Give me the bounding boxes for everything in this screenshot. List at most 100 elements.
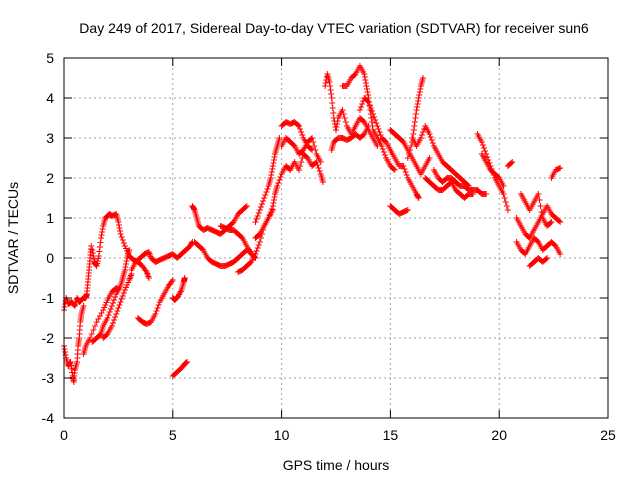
data-point [412, 115, 419, 121]
x-axis-label: GPS time / hours [283, 457, 390, 473]
y-axis-label: SDTVAR / TECUs [5, 182, 21, 294]
data-point [368, 119, 375, 125]
data-point [375, 126, 382, 132]
data-point [243, 203, 250, 209]
data-point [411, 123, 418, 129]
data-point [191, 206, 198, 212]
data-point [152, 311, 159, 317]
data-point [111, 297, 118, 303]
data-point [536, 197, 543, 203]
data-point [416, 92, 423, 98]
y-tick-label: 5 [46, 50, 54, 66]
data-point [391, 167, 398, 173]
data-point [373, 120, 380, 126]
data-point [340, 111, 347, 117]
data-point [415, 98, 422, 104]
data-point [255, 242, 262, 248]
data-point [307, 146, 314, 152]
data-point [368, 115, 375, 121]
data-point [68, 366, 75, 372]
data-point [508, 160, 515, 166]
data-point [117, 299, 124, 305]
data-point [500, 183, 507, 189]
data-point [253, 216, 260, 222]
data-point [271, 194, 278, 200]
data-point [334, 118, 341, 124]
data-point [420, 129, 427, 135]
data-point [479, 142, 486, 148]
data-point [261, 195, 268, 201]
data-point [105, 312, 112, 318]
data-point [117, 228, 124, 234]
data-point [408, 143, 415, 149]
data-point [400, 163, 407, 169]
data-point [87, 335, 94, 341]
data-point [112, 294, 119, 300]
data-point [502, 199, 509, 205]
data-point [322, 80, 329, 86]
data-point [266, 212, 273, 218]
data-point [378, 143, 385, 149]
data-point [61, 346, 68, 352]
x-tick-label: 10 [274, 427, 290, 443]
y-tick-label: 1 [46, 210, 54, 226]
data-point [379, 146, 386, 152]
data-point [61, 304, 68, 310]
data-point [117, 231, 124, 237]
data-point [480, 145, 487, 151]
data-point [269, 163, 276, 169]
data-point [259, 201, 266, 207]
data-point [429, 140, 436, 146]
data-point [328, 95, 335, 101]
data-layer [61, 63, 564, 385]
data-point [501, 195, 508, 201]
data-point [365, 92, 372, 98]
data-point [329, 105, 336, 111]
data-point [314, 162, 321, 168]
data-point [123, 258, 130, 264]
x-tick-label: 20 [491, 427, 507, 443]
data-point [294, 122, 301, 128]
data-point [119, 237, 126, 243]
data-point [369, 111, 376, 117]
data-point [364, 89, 371, 95]
data-point [390, 166, 397, 172]
data-point [404, 207, 411, 213]
data-point [145, 275, 152, 281]
data-point [363, 83, 370, 89]
data-point [108, 323, 115, 329]
data-point [262, 192, 269, 198]
data-point [114, 308, 121, 314]
data-point [311, 143, 318, 149]
data-point [315, 165, 322, 171]
data-point [254, 245, 261, 251]
data-point [155, 302, 162, 308]
y-tick-label: -2 [42, 330, 55, 346]
data-point [256, 207, 263, 213]
data-point [97, 235, 104, 241]
data-point [359, 101, 366, 107]
data-point [90, 327, 97, 333]
data-point [118, 234, 125, 240]
data-point [504, 207, 511, 213]
x-tick-label: 5 [169, 427, 177, 443]
data-point [362, 77, 369, 83]
data-point [538, 209, 545, 215]
data-point [361, 74, 368, 80]
data-point [96, 244, 103, 250]
data-point [296, 167, 303, 173]
data-point [260, 198, 267, 204]
data-point [276, 177, 283, 183]
plot-frame [63, 57, 609, 419]
data-point [412, 111, 419, 117]
data-point [365, 99, 372, 105]
data-point [413, 107, 420, 113]
y-tick-label: 3 [46, 130, 54, 146]
data-point [415, 194, 422, 200]
data-point [99, 226, 106, 232]
data-point [181, 275, 188, 281]
data-point [557, 165, 564, 171]
data-point [356, 107, 363, 113]
data-point [367, 105, 374, 111]
data-point [376, 129, 383, 135]
